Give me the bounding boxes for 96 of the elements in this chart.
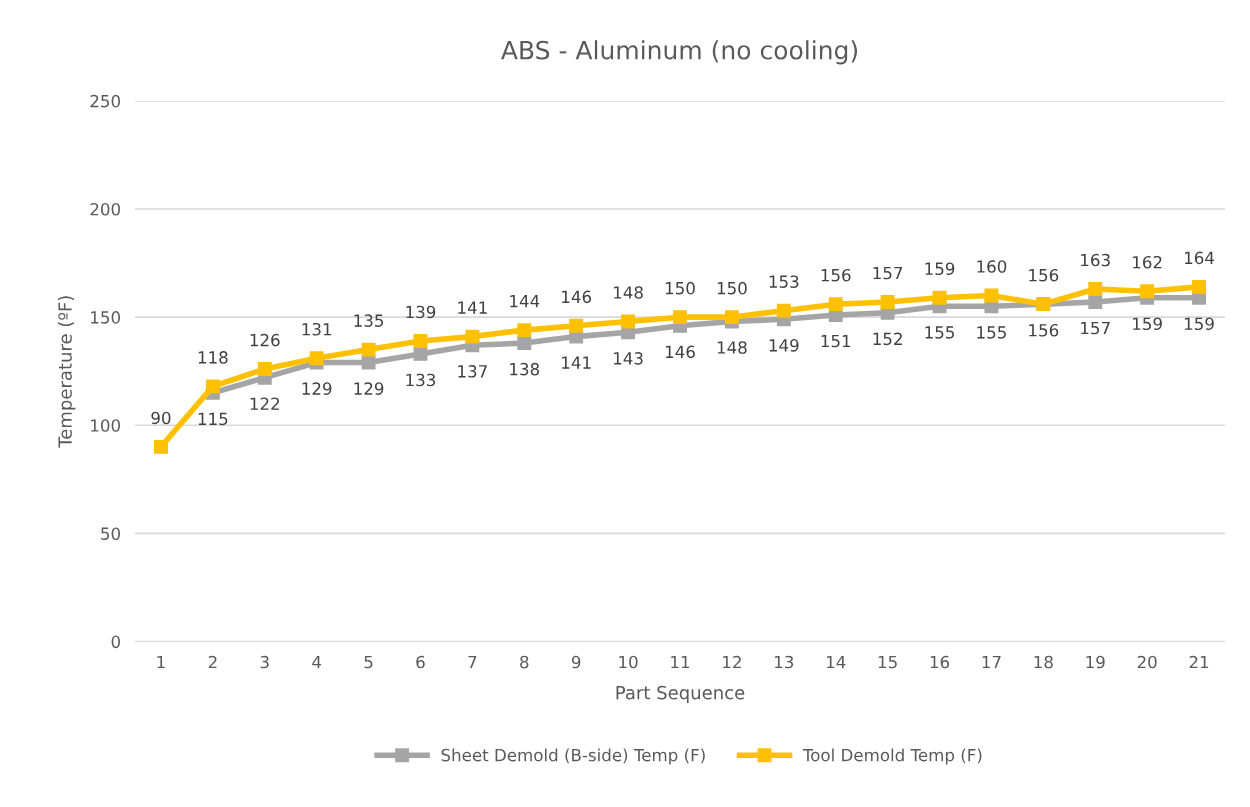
data-label: 155 — [977, 326, 1006, 339]
data-label: 146 — [665, 345, 695, 359]
x-tick-label: 9 — [571, 655, 581, 669]
data-label: 141 — [458, 301, 487, 314]
data-label: 126 — [250, 333, 280, 347]
y-tick-label: 0 — [111, 635, 120, 649]
x-tick-label: 20 — [1137, 655, 1157, 669]
data-label: 157 — [1081, 321, 1110, 335]
x-tick-label: 12 — [723, 655, 741, 669]
data-label: 160 — [977, 260, 1007, 273]
x-tick-label: 17 — [982, 655, 1001, 669]
x-tick-label: 5 — [364, 655, 373, 669]
data-label: 151 — [821, 334, 851, 348]
x-tick-label: 8 — [520, 655, 529, 669]
x-tick-label: 3 — [260, 655, 269, 669]
y-tick-label: 200 — [90, 202, 120, 216]
data-label: 148 — [717, 341, 747, 354]
point — [1192, 279, 1206, 294]
data-label: 148 — [614, 286, 643, 299]
x-tick-label: 7 — [468, 655, 477, 669]
point — [673, 310, 687, 325]
data-label: 141 — [562, 356, 591, 369]
data-label: 150 — [717, 281, 747, 295]
data-label: 149 — [769, 339, 799, 352]
point — [154, 439, 168, 454]
data-label: 90 — [151, 411, 171, 425]
point — [361, 355, 376, 370]
data-label: 139 — [406, 305, 436, 319]
data-label: 118 — [198, 351, 228, 364]
point — [257, 362, 272, 377]
data-label: 152 — [873, 332, 902, 346]
point — [517, 336, 532, 351]
data-label: 153 — [769, 275, 799, 288]
y-tick-label: 250 — [90, 94, 120, 108]
data-label: 157 — [873, 266, 903, 280]
data-label: 144 — [510, 295, 540, 308]
point — [984, 288, 999, 303]
data-label: 129 — [354, 382, 384, 395]
point — [569, 318, 584, 333]
x-tick-label: 10 — [619, 655, 638, 669]
data-label: 122 — [250, 397, 279, 410]
data-label: 164 — [1184, 251, 1215, 265]
data-label: 131 — [302, 322, 332, 336]
data-label: 135 — [354, 314, 384, 327]
data-label: 159 — [925, 262, 955, 276]
x-tick-label: 18 — [1034, 655, 1053, 669]
point — [1088, 295, 1103, 309]
x-tick-label: 14 — [826, 655, 846, 669]
legend-label: Tool Demold Temp (F) — [802, 748, 982, 765]
x-tick-label: 13 — [775, 655, 794, 669]
point — [361, 342, 376, 357]
chart-title: ABS - Aluminum (no cooling) — [501, 40, 858, 65]
point — [724, 310, 739, 325]
data-label: 129 — [302, 382, 332, 395]
x-tick-label: 6 — [416, 655, 425, 669]
data-label: 159 — [1133, 317, 1162, 331]
point — [621, 314, 636, 329]
x-tick-label: 2 — [208, 655, 217, 669]
x-axis-title: Part Sequence — [616, 685, 745, 703]
y-tick-label: 150 — [91, 311, 120, 324]
data-label: 156 — [821, 268, 851, 282]
y-tick-label: 50 — [101, 527, 120, 540]
y-axis-title: Temperature (ºF) — [57, 296, 76, 448]
data-label: 156 — [1029, 268, 1059, 282]
data-label: 137 — [458, 365, 487, 378]
point — [517, 323, 532, 338]
data-label: 115 — [198, 412, 228, 426]
x-tick-label: 19 — [1086, 655, 1105, 669]
data-label: 155 — [925, 326, 954, 339]
x-tick-label: 1 — [157, 655, 165, 669]
data-label: 146 — [562, 290, 592, 304]
data-label: 150 — [665, 281, 695, 295]
point — [309, 351, 324, 366]
data-label: 163 — [1081, 253, 1110, 267]
point — [828, 297, 843, 312]
data-label: 138 — [510, 362, 540, 376]
legend-label: Sheet Demold (B-side) Temp (F) — [441, 748, 705, 765]
data-label: 156 — [1029, 323, 1059, 337]
data-label: 159 — [1184, 317, 1214, 331]
x-tick-label: 16 — [930, 655, 950, 669]
y-tick-label: 100 — [91, 419, 120, 432]
data-label: 133 — [406, 373, 436, 387]
point — [776, 303, 791, 318]
x-tick-label: 21 — [1189, 655, 1209, 669]
x-tick-label: 15 — [878, 655, 897, 669]
point — [465, 329, 480, 344]
point — [413, 333, 428, 348]
point — [1088, 282, 1103, 296]
x-tick-label: 11 — [671, 655, 690, 669]
data-label: 143 — [614, 352, 643, 365]
data-label: 162 — [1133, 255, 1162, 269]
point — [205, 379, 220, 394]
point — [880, 295, 895, 309]
point — [1140, 284, 1155, 299]
point — [932, 290, 947, 305]
x-tick-label: 4 — [312, 655, 322, 669]
